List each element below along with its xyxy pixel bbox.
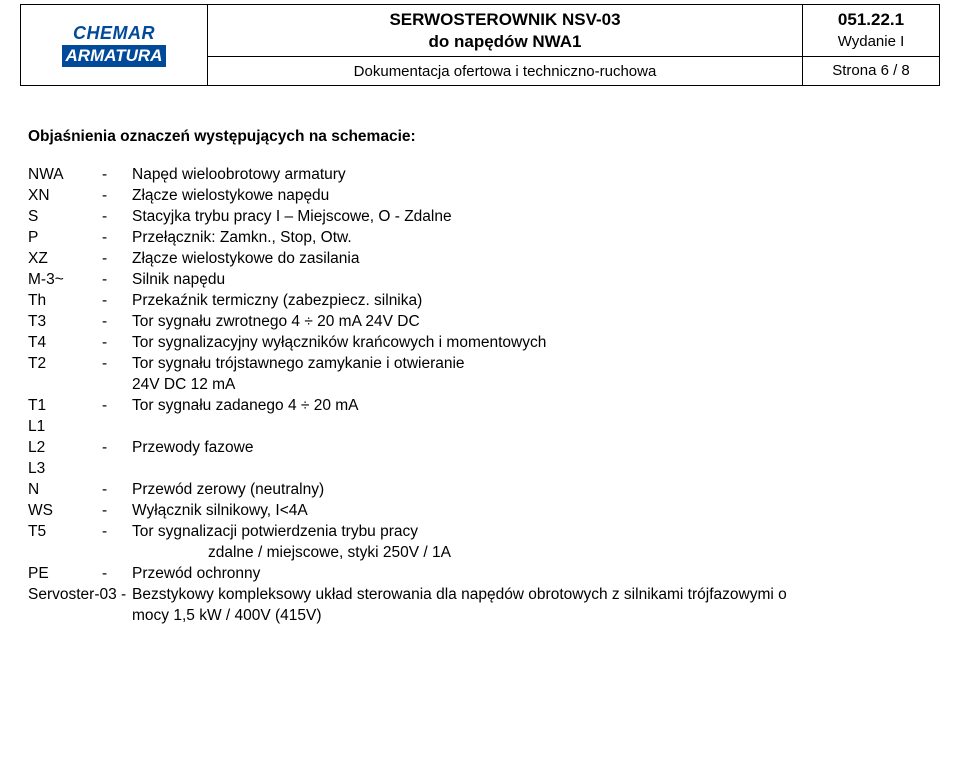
definition-symbol: XZ (28, 248, 102, 269)
definition-desc: 24V DC 12 mA (132, 374, 787, 395)
definition-symbol: N (28, 479, 102, 500)
definition-symbol: PE (28, 563, 102, 584)
definition-row: NWA-Napęd wieloobrotowy armatury (28, 164, 787, 185)
definition-desc: Wyłącznik silnikowy, I<4A (132, 500, 787, 521)
doc-edition: Wydanie I (838, 33, 905, 50)
definition-desc (132, 458, 787, 479)
definition-symbol: M-3~ (28, 269, 102, 290)
definition-dash: - (102, 395, 132, 416)
definition-symbol: L2 (28, 437, 102, 458)
definition-row: P-Przełącznik: Zamkn., Stop, Otw. (28, 227, 787, 248)
definition-row: PE-Przewód ochronny (28, 563, 787, 584)
definition-symbol: NWA (28, 164, 102, 185)
definition-row: XN-Złącze wielostykowe napędu (28, 185, 787, 206)
definition-dash: - (102, 500, 132, 521)
definition-desc: Przekaźnik termiczny (zabezpiecz. silnik… (132, 290, 787, 311)
definition-desc: Tor sygnału trójstawnego zamykanie i otw… (132, 353, 787, 374)
logo-chemar: CHEMAR (29, 23, 199, 44)
definition-row: T2-Tor sygnału trójstawnego zamykanie i … (28, 353, 787, 374)
definition-desc: Przełącznik: Zamkn., Stop, Otw. (132, 227, 787, 248)
definition-desc: Przewód ochronny (132, 563, 787, 584)
definition-desc: Złącze wielostykowe napędu (132, 185, 787, 206)
definition-dash: - (102, 332, 132, 353)
definition-dash: - (102, 290, 132, 311)
definition-symbol: T4 (28, 332, 102, 353)
definition-dash: - (102, 269, 132, 290)
document-header: CHEMAR ARMATURA SERWOSTEROWNIK NSV-03 do… (20, 4, 940, 86)
definition-symbol: S (28, 206, 102, 227)
definition-dash: - (102, 521, 132, 542)
definition-desc: Napęd wieloobrotowy armatury (132, 164, 787, 185)
definition-desc: Stacyjka trybu pracy I – Miejscowe, O - … (132, 206, 787, 227)
content-area: Objaśnienia oznaczeń występujących na sc… (0, 86, 960, 646)
definitions-table: NWA-Napęd wieloobrotowy armaturyXN-Złącz… (28, 164, 787, 626)
definition-symbol: WS (28, 500, 102, 521)
definition-dash: - (102, 311, 132, 332)
definition-dash (102, 458, 132, 479)
definition-row: T4-Tor sygnalizacyjny wyłączników krańco… (28, 332, 787, 353)
definition-dash: - (102, 248, 132, 269)
definition-dash: - (102, 206, 132, 227)
servoster-desc: Bezstykowy kompleksowy układ sterowania … (132, 584, 787, 605)
definition-dash (102, 374, 132, 395)
doc-code: 051.22.1 (838, 10, 904, 29)
definition-symbol: P (28, 227, 102, 248)
definition-symbol: T3 (28, 311, 102, 332)
definition-dash: - (102, 437, 132, 458)
definition-dash (102, 416, 132, 437)
definition-symbol: T5 (28, 521, 102, 542)
definition-desc: Tor sygnalizacji potwierdzenia trybu pra… (132, 521, 787, 542)
definition-symbol: L1 (28, 416, 102, 437)
definition-dash: - (102, 479, 132, 500)
servoster-label: Servoster-03 - (28, 584, 132, 605)
definition-symbol: L3 (28, 458, 102, 479)
definition-row: Th-Przekaźnik termiczny (zabezpiecz. sil… (28, 290, 787, 311)
definition-desc: Złącze wielostykowe do zasilania (132, 248, 787, 269)
definition-desc: Tor sygnału zadanego 4 ÷ 20 mA (132, 395, 787, 416)
logo-cell: CHEMAR ARMATURA (21, 5, 208, 86)
servoster-row-2: mocy 1,5 kW / 400V (415V) (28, 605, 787, 626)
definition-row: T1-Tor sygnału zadanego 4 ÷ 20 mA (28, 395, 787, 416)
definition-dash: - (102, 185, 132, 206)
title-line-2: do napędów NWA1 (429, 32, 582, 51)
definition-desc (132, 416, 787, 437)
definition-desc: Przewody fazowe (132, 437, 787, 458)
definition-row: T5-Tor sygnalizacji potwierdzenia trybu … (28, 521, 787, 542)
definition-row: zdalne / miejscowe, styki 250V / 1A (28, 542, 787, 563)
definition-row: M-3~-Silnik napędu (28, 269, 787, 290)
definition-desc: Tor sygnału zwrotnego 4 ÷ 20 mA 24V DC (132, 311, 787, 332)
logo-armatura: ARMATURA (62, 45, 167, 67)
definition-row: S-Stacyjka trybu pracy I – Miejscowe, O … (28, 206, 787, 227)
definition-row: L1 (28, 416, 787, 437)
definition-symbol: T2 (28, 353, 102, 374)
definition-dash: - (102, 164, 132, 185)
definition-row: XZ-Złącze wielostykowe do zasilania (28, 248, 787, 269)
definition-dash: - (102, 227, 132, 248)
definition-row: T3-Tor sygnału zwrotnego 4 ÷ 20 mA 24V D… (28, 311, 787, 332)
definition-indent: zdalne / miejscowe, styki 250V / 1A (28, 542, 787, 563)
definition-row: L2-Przewody fazowe (28, 437, 787, 458)
definition-symbol: T1 (28, 395, 102, 416)
definition-desc: Silnik napędu (132, 269, 787, 290)
definition-dash: - (102, 563, 132, 584)
definition-symbol: XN (28, 185, 102, 206)
definition-dash: - (102, 353, 132, 374)
section-title: Objaśnienia oznaczeń występujących na sc… (28, 128, 932, 146)
servoster-row: Servoster-03 -Bezstykowy kompleksowy ukł… (28, 584, 787, 605)
definition-row: WS-Wyłącznik silnikowy, I<4A (28, 500, 787, 521)
definition-row: 24V DC 12 mA (28, 374, 787, 395)
code-cell: 051.22.1 Wydanie I (803, 5, 940, 57)
definition-desc: Przewód zerowy (neutralny) (132, 479, 787, 500)
definition-row: L3 (28, 458, 787, 479)
definition-symbol: Th (28, 290, 102, 311)
definition-symbol (28, 374, 102, 395)
servoster-desc-2: mocy 1,5 kW / 400V (415V) (132, 605, 787, 626)
subtitle-cell: Dokumentacja ofertowa i techniczno-rucho… (208, 57, 803, 86)
definition-desc: Tor sygnalizacyjny wyłączników krańcowyc… (132, 332, 787, 353)
title-cell: SERWOSTEROWNIK NSV-03 do napędów NWA1 (208, 5, 803, 57)
page-cell: Strona 6 / 8 (803, 57, 940, 86)
definition-row: N-Przewód zerowy (neutralny) (28, 479, 787, 500)
title-line-1: SERWOSTEROWNIK NSV-03 (389, 10, 620, 29)
